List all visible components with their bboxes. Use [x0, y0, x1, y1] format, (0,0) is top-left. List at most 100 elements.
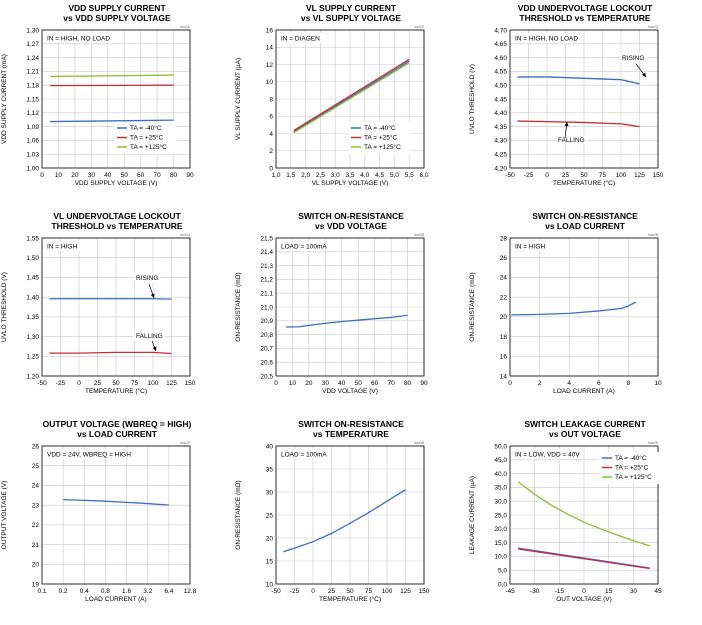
x-tick-label: 6.4	[164, 588, 173, 595]
y-tick-label: 1,09	[26, 124, 39, 131]
annotation-bg	[44, 33, 112, 43]
y-tick-label: 1,30	[26, 334, 39, 341]
x-axis-label: LOAD CURRENT (A)	[553, 388, 615, 395]
y-tick-label: 20,6	[260, 360, 273, 367]
plot-frame	[509, 29, 659, 169]
y-tick-label: 1,30	[26, 27, 39, 34]
chart-title-line: vs LOAD CURRENT	[545, 221, 625, 231]
y-tick-label: 4	[269, 131, 273, 138]
legend-label: TA = +125°C	[615, 473, 652, 481]
plot-frame	[41, 237, 191, 377]
x-tick-label: 40	[104, 172, 112, 179]
chart-title-line: vs VDD SUPPLY VOLTAGE	[63, 13, 171, 23]
chart-title-line: VDD UNDERVOLTAGE LOCKOUT	[517, 3, 653, 13]
series-line-0	[293, 60, 410, 133]
chart-svg: toc04 -50 -25 0 25 50 75 100 125 150 1,20 1,25 1,30 1…	[26, 232, 196, 387]
x-tick-label: 20	[71, 172, 79, 179]
y-tick-label: 30,0	[494, 499, 507, 506]
x-axis-label: VDD SUPPLY VOLTAGE (V)	[74, 180, 158, 187]
y-tick-label: 40	[266, 443, 274, 450]
x-tick-label: 2,5	[316, 172, 325, 179]
chart-title-line: vs VL SUPPLY VOLTAGE	[300, 13, 402, 23]
y-tick-label: 14	[266, 45, 274, 52]
y-tick-label: 2	[269, 148, 273, 155]
x-tick-label: -50	[271, 588, 281, 595]
annotation-bg	[512, 449, 583, 459]
y-tick-label: 23	[32, 502, 40, 509]
y-tick-label: 12	[266, 62, 274, 69]
y-tick-label: 25	[32, 463, 40, 470]
chart-id-label: toc06	[648, 232, 659, 237]
x-tick-label: 90	[420, 380, 428, 387]
chart-title-line: vs TEMPERATURE	[313, 429, 389, 439]
y-tick-label: 4,45	[494, 96, 507, 103]
x-tick-label: 60	[137, 172, 145, 179]
x-tick-label: -25	[56, 380, 66, 387]
y-tick-label: 24	[32, 483, 40, 490]
y-tick-label: 4,60	[494, 55, 507, 62]
chart-svg: toc01 0 10 20 30 40 50 60 70 80 90 1,00 1,03 1,06 1,09…	[26, 24, 194, 179]
chart-id-label: toc05	[414, 232, 425, 237]
legend-label: TA = +25°C	[615, 464, 648, 472]
annotation-bg	[278, 449, 325, 459]
x-tick-label: 150	[185, 380, 196, 387]
chart-title-line: SWITCH ON-RESISTANCE	[532, 211, 638, 221]
plot-frame	[509, 237, 659, 377]
x-axis-label: TEMPERATURE (°C)	[552, 180, 616, 187]
y-tick-label: 4,55	[494, 69, 507, 76]
x-tick-label: 100	[616, 172, 627, 179]
y-tick-label: 25,0	[494, 512, 507, 519]
y-tick-label: 1,03	[26, 152, 39, 159]
y-tick-label: 20,0	[494, 526, 507, 533]
chart-svg: toc02 1,0 1,5 2,0 2,5 3,0 3,5 4,0 4,5 5,0 5,5 6,0 0 2…	[266, 24, 429, 179]
x-tick-label: 10	[289, 380, 297, 387]
y-tick-label: 30	[266, 489, 274, 496]
chart-svg: toc03 -50 -25 0 25 50 75 100 125 150 4,20 4,25 4,30 4…	[494, 24, 663, 179]
chart-id-label: toc08	[414, 440, 425, 445]
chart-id-label: toc09	[648, 440, 659, 445]
annotation-text: VDD = 24V, WBREQ = HIGH	[47, 452, 131, 459]
x-tick-label: 0.8	[101, 588, 110, 595]
x-tick-label: 50	[121, 172, 129, 179]
x-axis-label: OUT VOLTAGE (V)	[556, 596, 612, 603]
y-tick-label: 50,0	[494, 443, 507, 450]
plot-frame	[41, 445, 191, 585]
x-tick-label: 10	[654, 380, 662, 387]
y-tick-label: 21,4	[260, 249, 273, 256]
chart-panel-toc08: SWITCH ON-RESISTANCE vs TEMPERATURE TEMPER…	[234, 416, 468, 624]
y-tick-label: 20,9	[260, 318, 273, 325]
y-tick-label: 1,00	[26, 165, 39, 172]
legend-label: TA = +125°C	[364, 143, 401, 151]
series-line-0	[63, 498, 169, 506]
x-tick-label: 2,0	[301, 172, 310, 179]
y-tick-label: 1,27	[26, 41, 39, 48]
x-tick-label: 100	[382, 588, 393, 595]
y-tick-label: 18	[500, 334, 508, 341]
y-tick-label: 45,0	[494, 457, 507, 464]
x-tick-label: 25	[94, 380, 102, 387]
y-tick-label: 6	[269, 114, 273, 121]
y-tick-label: 4,35	[494, 124, 507, 131]
chart-svg: toc07 0.1 0.2 0.4 0.8 1.6 3.2 6.4 12.8 19 20 21 22 23…	[32, 440, 197, 595]
x-tick-label: 4,0	[360, 172, 369, 179]
annotation-text: IN = DIAGEN	[281, 36, 320, 43]
curve-label-bg	[620, 53, 648, 62]
legend-label: TA = -40°C	[130, 124, 162, 132]
x-tick-label: 0	[274, 380, 278, 387]
x-tick-label: 3.2	[143, 588, 152, 595]
y-tick-label: 5,0	[498, 568, 507, 575]
x-tick-label: 50	[355, 380, 363, 387]
series-line-0	[50, 119, 174, 123]
x-tick-label: 1.6	[122, 588, 131, 595]
y-tick-label: 20	[32, 562, 40, 569]
y-tick-label: 35	[266, 466, 274, 473]
y-tick-label: 1,35	[26, 314, 39, 321]
x-tick-label: 0.1	[37, 588, 46, 595]
y-tick-label: 1,55	[26, 235, 39, 242]
chart-title-line: vs LOAD CURRENT	[77, 429, 157, 439]
x-tick-label: -50	[37, 380, 47, 387]
series-line-0	[283, 489, 406, 553]
y-tick-label: 21,3	[260, 263, 273, 270]
y-tick-label: 1,18	[26, 83, 39, 90]
x-tick-label: 3,5	[345, 172, 354, 179]
